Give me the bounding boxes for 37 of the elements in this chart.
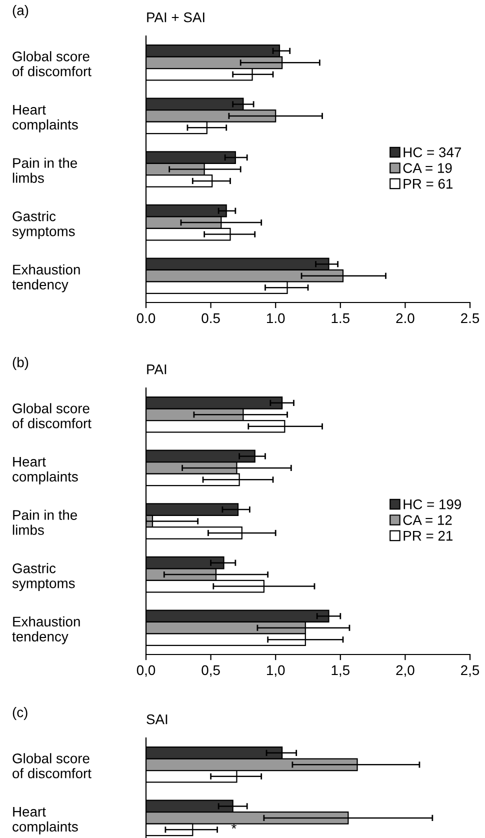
text: (a) xyxy=(12,5,28,18)
legend-label: CA = 19 xyxy=(403,163,452,173)
x-tick-label: 2,0 xyxy=(396,665,414,677)
legend-label: PR = 21 xyxy=(404,530,452,541)
x-tick-label: 1,5 xyxy=(332,665,350,677)
y-tick-label: Exhaustion tendency xyxy=(12,264,80,292)
x-tick-label: 0.5 xyxy=(202,313,220,324)
x-tick-label: 0,5 xyxy=(202,665,220,677)
y-tick-label: Global score of discomfort xyxy=(12,753,92,778)
y-tick-label: Gastric symptoms xyxy=(12,563,75,591)
x-tick-label: 1.0 xyxy=(267,313,285,324)
y-tick-label: Gastric symptoms xyxy=(12,211,75,239)
y-tick-label: Exhaustion tendency xyxy=(12,616,80,644)
x-tick-label: 2.0 xyxy=(396,313,414,324)
y-tick-label: Heart complaints xyxy=(12,104,78,132)
x-tick-label: 2,5 xyxy=(461,665,480,677)
chart-title: SAI xyxy=(146,714,168,724)
y-tick-label: Global score of discomfort xyxy=(12,403,92,428)
y-tick-label: Heart complaints xyxy=(12,456,78,484)
y-tick-label: Pain in the limbs xyxy=(12,158,78,183)
text: (c) xyxy=(12,707,28,720)
x-tick-label: 0,0 xyxy=(136,665,156,677)
legend-label: PR = 61 xyxy=(404,178,452,189)
legend-label: HC = 199 xyxy=(404,499,462,510)
chart-title: PAI + SAI xyxy=(147,12,204,22)
y-tick-label: Pain in the limbs xyxy=(12,510,78,535)
text: (b) xyxy=(12,357,28,370)
x-tick-label: 0.0 xyxy=(136,313,156,324)
y-tick-label: Global score of discomfort xyxy=(12,51,92,76)
x-tick-label: 1.5 xyxy=(332,313,350,324)
annotation: * xyxy=(231,824,236,829)
legend-label: CA = 12 xyxy=(403,515,452,525)
y-tick-label: Heart complaints xyxy=(12,806,78,834)
x-tick-label: 1,0 xyxy=(267,665,285,677)
chart-title: PAI xyxy=(147,364,166,374)
x-tick-label: 2.5 xyxy=(461,313,480,324)
legend-label: HC = 347 xyxy=(404,147,461,158)
